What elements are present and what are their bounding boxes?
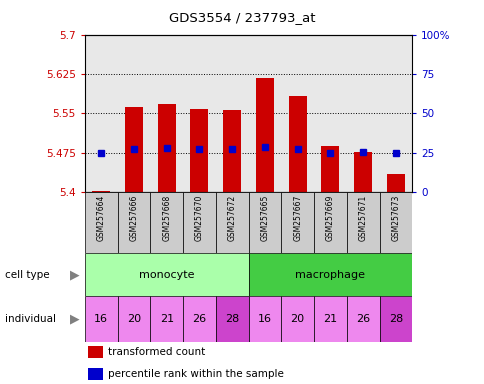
Bar [378, 296, 411, 342]
Bar [314, 296, 346, 342]
Bar [85, 296, 117, 342]
Text: GSM257671: GSM257671 [358, 195, 367, 241]
Text: 16: 16 [94, 314, 108, 324]
Bar [183, 192, 215, 253]
Text: GSM257668: GSM257668 [162, 195, 171, 241]
Text: 20: 20 [127, 314, 141, 324]
Bar [321, 146, 339, 192]
Bar [248, 253, 411, 296]
Bar [85, 192, 117, 253]
Text: macrophage: macrophage [295, 270, 364, 280]
Bar [85, 253, 248, 296]
Bar [117, 296, 150, 342]
Bar [256, 78, 273, 192]
Bar [288, 96, 306, 192]
Bar [117, 192, 150, 253]
Text: 26: 26 [355, 314, 369, 324]
Bar [223, 109, 241, 192]
Bar [281, 296, 314, 342]
Text: cell type: cell type [5, 270, 49, 280]
Bar [314, 192, 346, 253]
Text: 20: 20 [290, 314, 304, 324]
Bar [183, 296, 215, 342]
Text: GSM257664: GSM257664 [96, 195, 106, 242]
Text: ▶: ▶ [70, 312, 80, 325]
Text: 21: 21 [159, 314, 173, 324]
Text: GSM257670: GSM257670 [195, 195, 204, 242]
Bar [157, 104, 175, 192]
Bar [346, 296, 379, 342]
Bar [378, 192, 411, 253]
Bar [150, 192, 183, 253]
Bar [215, 296, 248, 342]
Text: GSM257673: GSM257673 [391, 195, 400, 242]
Text: GSM257666: GSM257666 [129, 195, 138, 242]
Bar [215, 192, 248, 253]
Text: 26: 26 [192, 314, 206, 324]
Bar [281, 192, 314, 253]
Text: GSM257669: GSM257669 [325, 195, 334, 242]
Text: GSM257672: GSM257672 [227, 195, 236, 241]
Text: GSM257667: GSM257667 [292, 195, 302, 242]
Bar [346, 192, 379, 253]
Text: 21: 21 [323, 314, 337, 324]
Text: transformed count: transformed count [107, 347, 205, 357]
Bar [150, 296, 183, 342]
Text: 28: 28 [225, 314, 239, 324]
Bar [190, 109, 208, 192]
Bar [92, 191, 110, 192]
Text: individual: individual [5, 314, 56, 324]
Text: 28: 28 [388, 314, 402, 324]
Text: GSM257665: GSM257665 [260, 195, 269, 242]
Bar [88, 368, 103, 380]
Text: 16: 16 [257, 314, 272, 324]
Bar [248, 296, 281, 342]
Text: percentile rank within the sample: percentile rank within the sample [107, 369, 283, 379]
Bar [88, 346, 103, 358]
Bar [353, 152, 371, 192]
Text: GDS3554 / 237793_at: GDS3554 / 237793_at [169, 12, 315, 25]
Bar [248, 192, 281, 253]
Text: monocyte: monocyte [139, 270, 194, 280]
Bar [386, 174, 404, 192]
Text: ▶: ▶ [70, 268, 80, 281]
Bar [125, 107, 143, 192]
